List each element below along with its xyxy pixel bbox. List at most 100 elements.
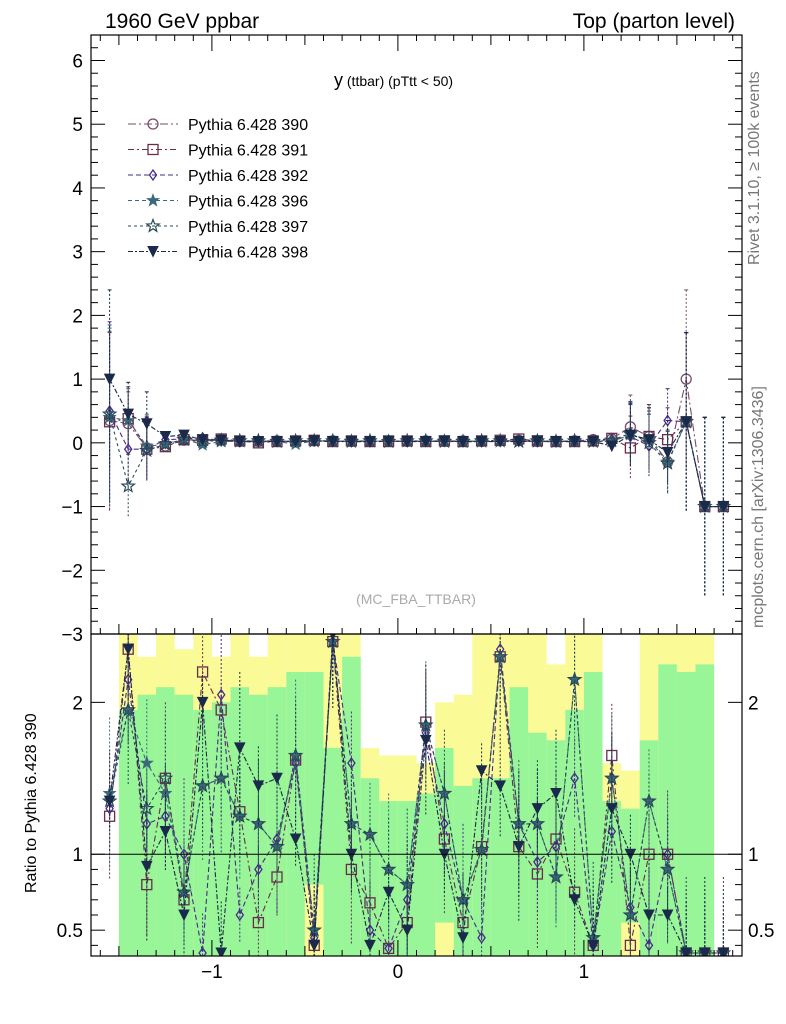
band-green-bin <box>676 671 696 956</box>
ratio-point <box>215 947 228 956</box>
ratio-y-tick-label-right: 0.5 <box>748 921 774 942</box>
main-point <box>345 436 358 448</box>
ratio-point <box>329 634 336 641</box>
main-point <box>308 435 321 448</box>
ratio-point <box>364 939 376 952</box>
ratio-point <box>140 860 153 873</box>
main-point <box>196 434 209 446</box>
ratio-point <box>510 815 527 831</box>
ratio-line <box>109 641 724 954</box>
main-point <box>605 440 618 453</box>
legend-label: Pythia 6.428 390 <box>188 117 308 134</box>
main-point <box>401 436 414 448</box>
ratio-point <box>566 671 583 687</box>
ratio-point <box>123 673 133 686</box>
main-point <box>122 408 135 421</box>
band-green-bin <box>416 793 436 956</box>
ratio-point <box>139 755 154 770</box>
ratio-point <box>380 861 397 877</box>
legend-label: Pythia 6.428 397 <box>188 219 308 236</box>
ratio-point <box>473 841 490 857</box>
ratio-point <box>287 747 304 763</box>
ratio-point <box>142 817 152 830</box>
ratio-point <box>475 765 488 777</box>
ratio-point <box>103 795 116 808</box>
ratio-point <box>568 894 581 906</box>
ratio-point <box>661 909 674 922</box>
ratio-point <box>324 634 341 649</box>
legend-label: Pythia 6.428 398 <box>188 245 308 262</box>
plot-title-main: y <box>334 70 343 90</box>
ratio-point <box>235 908 245 922</box>
legend-marker <box>147 143 159 156</box>
main-point <box>661 446 674 459</box>
ratio-point <box>216 688 226 701</box>
axes: −3 −2 −1 0 1 2 3 4 5 6 0.5 0.5 1 1 2 2 −1 0 1 <box>57 34 774 983</box>
y-tick-label: −3 <box>61 625 83 646</box>
analysis-watermark: (MC_FBA_TTBAR) <box>356 591 476 607</box>
ratio-point <box>178 909 190 922</box>
ratio-point <box>643 909 655 922</box>
ratio-point <box>231 808 248 823</box>
ratio-point <box>271 772 283 785</box>
ratio-point <box>570 772 579 785</box>
legend-marker <box>145 217 161 233</box>
ratio-point <box>587 939 600 952</box>
main-point <box>643 434 655 446</box>
main-point <box>475 436 488 448</box>
main-point <box>624 429 637 442</box>
legend-label: Pythia 6.428 396 <box>188 194 308 211</box>
mcplots-label: mcplots.cern.ch [arXiv:1306.3436] <box>750 386 767 628</box>
ratio-point <box>419 734 432 747</box>
main-point <box>568 436 581 448</box>
y-tick-label: 0 <box>72 434 83 455</box>
y-tick-label: 3 <box>72 243 83 264</box>
ratio-point <box>252 780 265 793</box>
ratio-point <box>122 643 135 656</box>
ratio-point <box>306 921 323 937</box>
ratio-point <box>289 833 302 846</box>
main-point <box>215 434 228 447</box>
main-point <box>140 418 153 430</box>
main-point <box>717 501 730 513</box>
band-green-bin <box>118 709 138 956</box>
ratio-point <box>159 825 172 838</box>
main-point <box>587 436 600 448</box>
main-point <box>120 477 137 493</box>
legend-marker <box>147 118 159 130</box>
ratio-point <box>269 838 285 854</box>
band-green-bin <box>453 785 473 956</box>
ratio-point <box>436 785 453 801</box>
ratio-point <box>194 777 211 793</box>
ratio-point <box>252 916 265 929</box>
ratio-line <box>109 641 724 954</box>
main-line <box>109 414 724 508</box>
ratio-point <box>717 947 730 956</box>
ratio-point <box>198 946 207 956</box>
main-point <box>103 373 116 386</box>
main-point <box>157 435 174 451</box>
main-point <box>457 436 469 448</box>
x-tick-label: −1 <box>201 962 223 983</box>
main-point <box>364 436 376 448</box>
ratio-point <box>641 792 657 808</box>
ratio-point <box>477 931 486 944</box>
main-series <box>101 289 732 596</box>
main-line <box>109 378 724 508</box>
plot-title-sub: (ttbar) <box>343 73 388 89</box>
ratio-point <box>384 942 393 955</box>
ratio-y-tick-label: 2 <box>72 693 83 714</box>
main-point <box>178 429 190 442</box>
ratio-point <box>417 716 434 732</box>
y-tick-label: 4 <box>72 179 83 200</box>
ratio-point <box>157 770 174 786</box>
legend-marker <box>145 193 161 207</box>
ratio-y-tick-label: 0.5 <box>57 921 83 942</box>
ratio-point <box>457 932 469 944</box>
band-green-bin <box>323 747 343 956</box>
ratio-point <box>343 815 360 831</box>
rivet-label: Rivet 3.1.10, ≥ 100k events <box>746 71 763 265</box>
legend-label: Pythia 6.428 392 <box>188 168 308 185</box>
ratio-line <box>109 634 724 954</box>
left-title: 1960 GeV ppbar <box>105 10 259 33</box>
